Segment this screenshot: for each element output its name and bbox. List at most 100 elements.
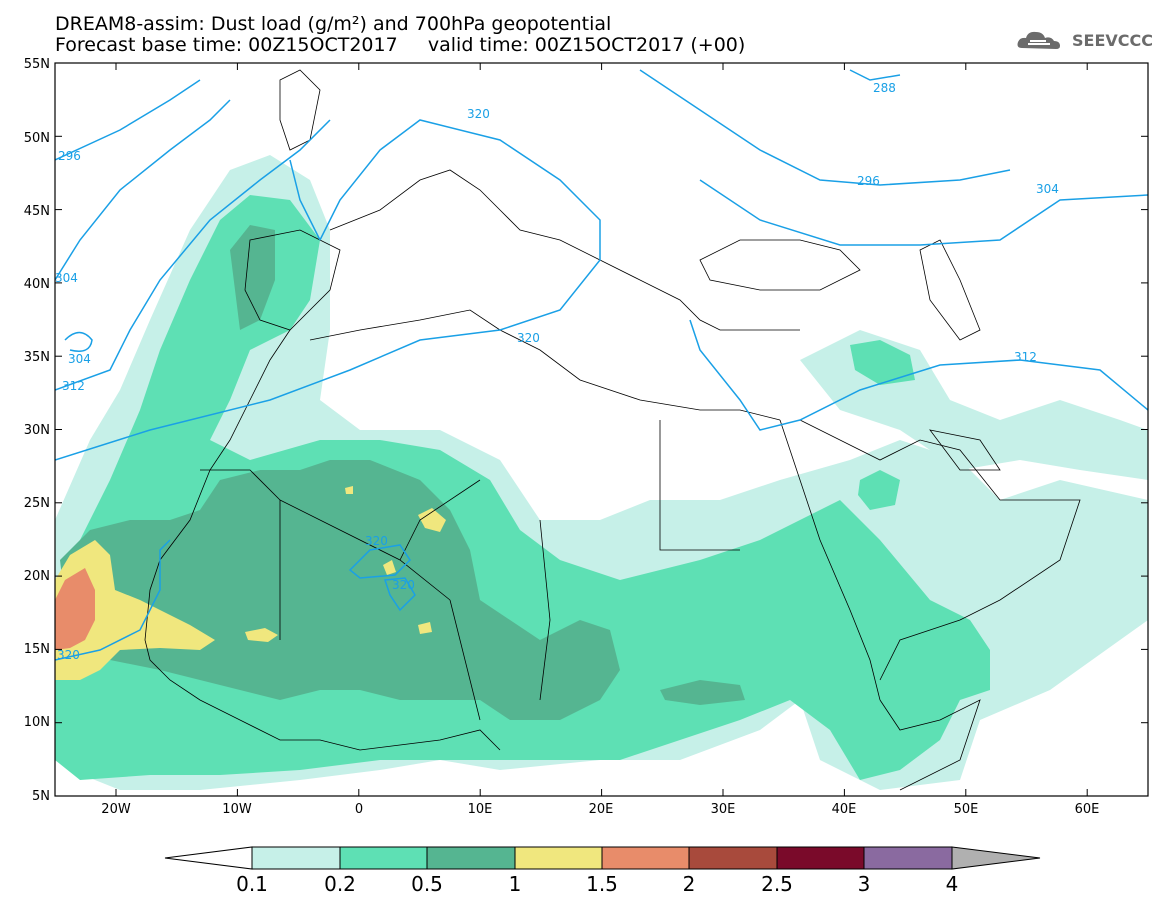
- dust-area-level-1: [245, 628, 278, 642]
- contour-label: 312: [1014, 350, 1037, 364]
- dust-area-level-05: [60, 460, 620, 720]
- coastline-west-africa: [144, 329, 501, 751]
- dust-area-level-1: [345, 486, 353, 494]
- map-subtitle: Forecast base time: 00Z15OCT2017 valid t…: [55, 34, 746, 56]
- coastline-arabia: [799, 419, 1081, 681]
- lat-label: 25N: [24, 496, 50, 511]
- contour-320-center: [348, 544, 411, 579]
- coastline-europe: [329, 169, 800, 331]
- dust-area-level-05: [230, 225, 275, 330]
- coastline-red-sea: [779, 419, 881, 701]
- contour-label: 320: [365, 534, 388, 548]
- lat-label: 10N: [24, 715, 50, 730]
- contour-320-main: [55, 119, 601, 461]
- colorbar-tick: 0.2: [324, 872, 356, 896]
- contour-312-east: [689, 319, 1148, 431]
- contour-288-north: [849, 69, 901, 81]
- colorbar-swatch: [339, 846, 428, 870]
- dust-area-level-02: [850, 340, 915, 385]
- contour-320-southwest: [55, 539, 171, 661]
- contour-296-east: [639, 69, 1011, 186]
- dust-area-level-05: [660, 680, 745, 705]
- contour-label: 320: [467, 107, 490, 121]
- dust-area-level-1: [383, 560, 396, 575]
- seevccc-logo: SEEVCCC: [1016, 28, 1153, 52]
- lat-label: 15N: [24, 642, 50, 657]
- contour-label: 304: [55, 271, 78, 285]
- lon-label: 60E: [1075, 802, 1100, 817]
- colorbar-swatch: [776, 846, 865, 870]
- colorbar-swatch: [863, 846, 953, 870]
- lat-label: 45N: [24, 204, 50, 219]
- colorbar-tick: 0.1: [236, 872, 268, 896]
- latitude-labels: 55N 50N 45N 40N 35N 30N 25N 20N 15N 10N …: [24, 57, 50, 804]
- lon-label: 50E: [954, 802, 979, 817]
- colorbar-tick: 4: [945, 872, 959, 896]
- lat-label: 35N: [24, 350, 50, 365]
- coastline-uk: [279, 69, 321, 151]
- coastline-black-sea: [699, 239, 861, 291]
- contour-label: 320: [517, 331, 540, 345]
- axis-ticks: [55, 62, 1148, 797]
- dust-area-level-02: [858, 470, 900, 510]
- contour-labels: 288 320 296 296 304 304 312 304 312 320 …: [55, 81, 1059, 662]
- colorbar-tick: 2.5: [761, 872, 793, 896]
- lon-label: 10E: [468, 802, 493, 817]
- lon-label: 20E: [589, 802, 614, 817]
- lon-label: 40E: [832, 802, 857, 817]
- lon-label: 10W: [222, 802, 252, 817]
- contour-304-loop: [64, 331, 93, 352]
- contour-label: 296: [58, 149, 81, 163]
- contour-label: 304: [1036, 182, 1059, 196]
- coastline-persian-gulf: [929, 429, 1001, 471]
- contour-label: 288: [873, 81, 896, 95]
- colorbar-left-arrow: [164, 846, 253, 870]
- cloud-icon: [1017, 31, 1060, 49]
- contour-320-upper: [289, 159, 321, 241]
- contour-label: 320: [392, 578, 415, 592]
- lat-label: 50N: [24, 131, 50, 146]
- lat-label: 30N: [24, 423, 50, 438]
- contour-304-east: [699, 179, 1148, 246]
- colorbar-swatch: [426, 846, 516, 870]
- colorbar-tick: 1.5: [586, 872, 618, 896]
- dust-area-level-1: [55, 540, 215, 680]
- logo-text: SEEVCCC: [1072, 30, 1153, 50]
- colorbar-swatch: [514, 846, 603, 870]
- coastline-caspian: [919, 239, 981, 341]
- coastline-north-africa: [309, 309, 781, 421]
- longitude-labels: 20W 10W 0 10E 20E 30E 40E 50E 60E: [101, 802, 1099, 817]
- dust-area-level-1: [418, 622, 432, 634]
- dust-area-level-1: [418, 508, 446, 532]
- lat-label: 5N: [32, 789, 50, 804]
- lon-label: 20W: [101, 802, 131, 817]
- contour-296-west: [55, 79, 201, 161]
- contour-label: 312: [62, 379, 85, 393]
- colorbar-swatch: [251, 846, 341, 870]
- coastline-iberia: [244, 229, 341, 331]
- coastlines: [144, 69, 1081, 791]
- colorbar-tick: 3: [857, 872, 871, 896]
- dust-area-level-15: [55, 568, 95, 650]
- lon-label: 30E: [711, 802, 736, 817]
- colorbar-swatch: [601, 846, 690, 870]
- contour-304-west: [55, 99, 231, 281]
- geopotential-contours: [55, 69, 1148, 661]
- lat-label: 55N: [24, 57, 50, 72]
- contour-312-west: [55, 119, 331, 391]
- lat-label: 20N: [24, 569, 50, 584]
- colorbar-tick: 0.5: [411, 872, 443, 896]
- coastline-horn: [879, 699, 981, 791]
- lat-label: 40N: [24, 277, 50, 292]
- colorbar-tick: 1: [508, 872, 522, 896]
- border-lines: [200, 420, 740, 721]
- contour-label: 320: [57, 648, 80, 662]
- contour-label: 304: [68, 352, 91, 366]
- map-title: DREAM8-assim: Dust load (g/m²) and 700hP…: [55, 13, 612, 35]
- contour-320-small: [383, 577, 416, 612]
- colorbar: [164, 846, 1041, 870]
- dust-fields: [55, 155, 1148, 790]
- colorbar-tick: 2: [682, 872, 696, 896]
- colorbar-swatch: [688, 846, 778, 870]
